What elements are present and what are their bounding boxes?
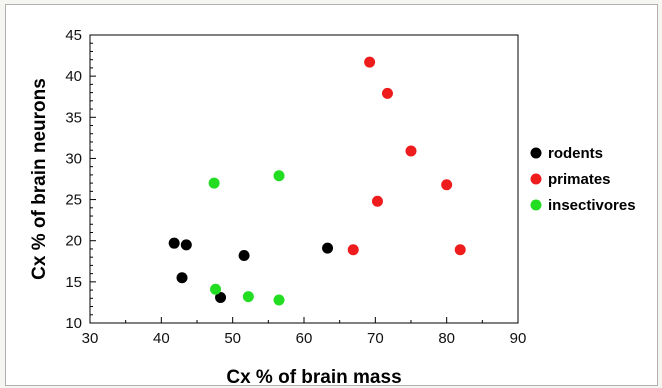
primates-point (405, 145, 417, 157)
x-tick-label: 70 (367, 330, 384, 347)
plot-border (89, 34, 519, 324)
x-axis-title: Cx % of brain mass (226, 367, 401, 388)
x-tick-label: 50 (224, 330, 241, 347)
primates-point (441, 179, 453, 191)
primates-point (371, 195, 383, 207)
y-axis-title: Cx % of brain neurons (29, 78, 50, 280)
x-tick-label: 40 (153, 330, 170, 347)
x-tick-label: 30 (82, 330, 99, 347)
legend-marker-primates (530, 173, 542, 185)
legend-label-primates: primates (548, 171, 611, 188)
x-tick-label: 60 (296, 330, 313, 347)
y-tick-label: 10 (65, 315, 82, 332)
y-tick-label: 25 (65, 192, 82, 209)
y-tick-label: 40 (65, 68, 82, 85)
rodents-point (238, 250, 250, 262)
legend-marker-insectivores (530, 199, 542, 211)
data-points (168, 56, 466, 306)
rodents-point (322, 242, 334, 254)
legend-marker-rodents (530, 147, 542, 159)
legend: rodents primates insectivores (530, 145, 636, 214)
primates-point (364, 56, 376, 68)
rodents-point (176, 272, 188, 284)
insectivores-point (242, 291, 254, 303)
legend-label-insectivores: insectivores (548, 197, 636, 214)
y-tick-label: 45 (65, 27, 82, 44)
y-tick-label: 20 (65, 233, 82, 250)
insectivores-point (273, 294, 285, 306)
insectivores-point (210, 283, 222, 295)
primates-point (454, 244, 466, 256)
axes: 30 40 50 60 70 80 90 10 15 20 25 30 35 40 45 (65, 27, 526, 347)
insectivores-point (208, 177, 220, 189)
y-tick-label: 30 (65, 150, 82, 167)
primates-point (381, 87, 393, 99)
chart-frame (5, 4, 658, 386)
rodents-point (180, 239, 192, 251)
insectivores-point (273, 170, 285, 182)
y-tick-label: 15 (65, 274, 82, 291)
x-tick-label: 80 (438, 330, 455, 347)
primates-point (347, 244, 359, 256)
rodents-point (215, 291, 227, 303)
legend-label-rodents: rodents (548, 145, 603, 162)
rodents-point (168, 237, 180, 249)
y-tick-label: 35 (65, 109, 82, 126)
x-tick-label: 90 (510, 330, 527, 347)
